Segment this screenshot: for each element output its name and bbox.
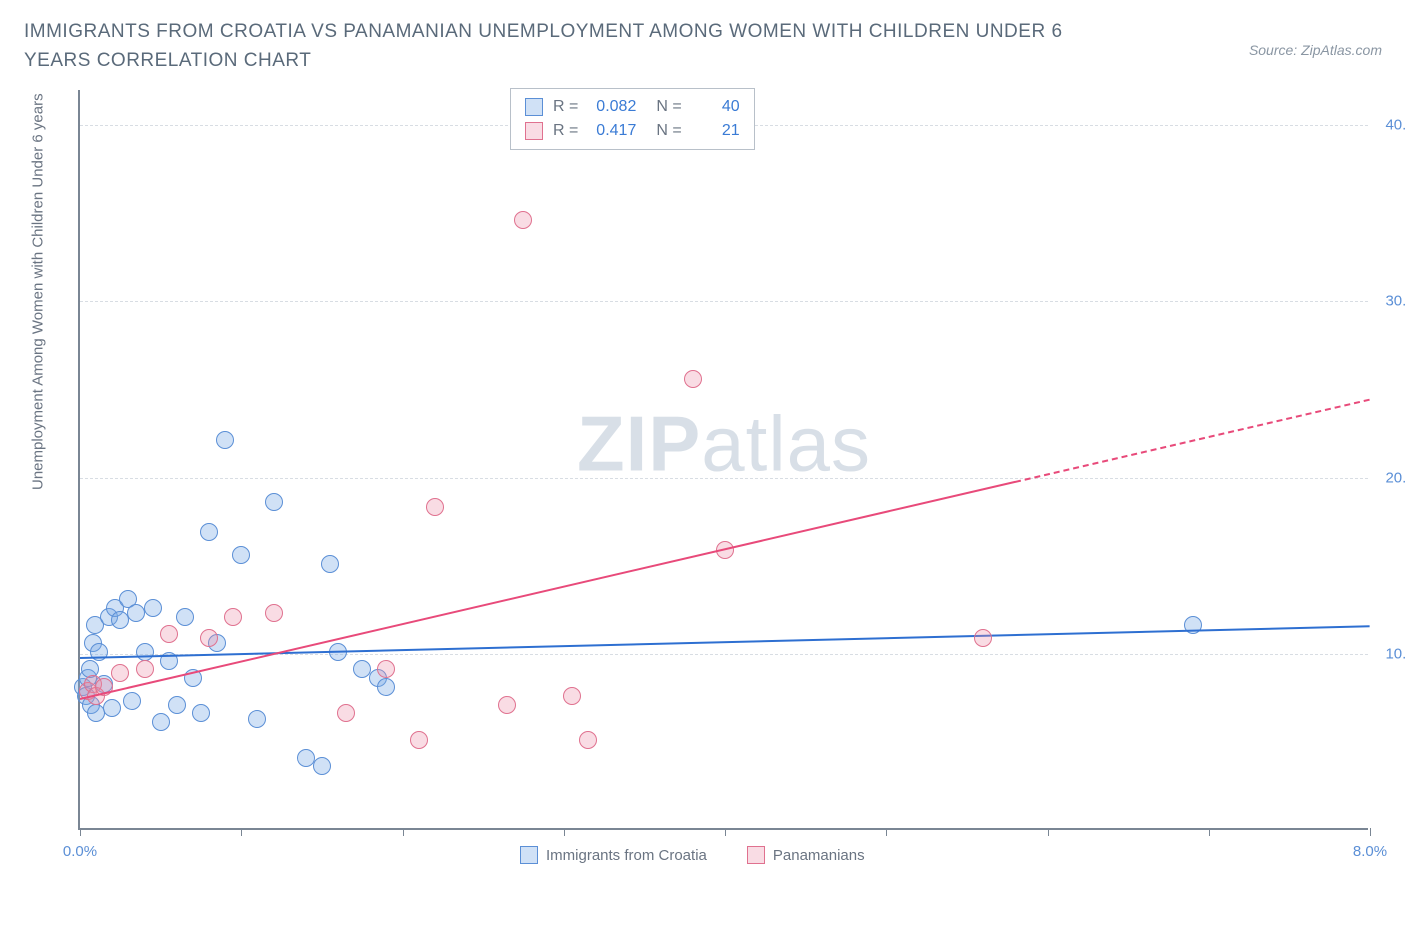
source-label: Source: ZipAtlas.com [1249,42,1382,58]
x-tick [1209,828,1210,836]
scatter-point [123,692,141,710]
r-value: 0.417 [588,119,636,143]
scatter-point [321,555,339,573]
scatter-point [974,629,992,647]
scatter-point [176,608,194,626]
n-value: 40 [692,95,740,119]
x-tick [241,828,242,836]
scatter-point [192,704,210,722]
legend-swatch [525,98,543,116]
y-axis-label: Unemployment Among Women with Children U… [30,93,47,490]
scatter-point [563,687,581,705]
legend-row: R = 0.082 N = 40 [525,95,740,119]
legend-label: Immigrants from Croatia [546,847,707,864]
trend-line [1015,398,1370,482]
scatter-point [232,546,250,564]
r-label: R = [553,119,578,143]
series-legend: Immigrants from Croatia Panamanians [520,846,865,864]
scatter-point [136,643,154,661]
scatter-point [152,713,170,731]
plot-area: ZIPatlas R =0.082N =40R =0.417N =21 Immi… [78,90,1368,830]
x-tick [80,828,81,836]
y-tick-label: 20.0% [1373,469,1406,486]
y-tick-label: 40.0% [1373,117,1406,134]
watermark: ZIPatlas [577,399,871,490]
n-value: 21 [692,119,740,143]
legend-swatch [525,122,543,140]
scatter-point [514,211,532,229]
x-tick [886,828,887,836]
scatter-point [224,608,242,626]
scatter-point [498,696,516,714]
x-tick [1048,828,1049,836]
gridline-h [80,478,1368,479]
scatter-point [377,678,395,696]
scatter-point [168,696,186,714]
legend-item: Immigrants from Croatia [520,846,707,864]
chart-title: IMMIGRANTS FROM CROATIA VS PANAMANIAN UN… [24,18,1124,75]
chart-header: IMMIGRANTS FROM CROATIA VS PANAMANIAN UN… [0,0,1406,83]
x-tick-label: 8.0% [1353,843,1387,860]
scatter-point [579,731,597,749]
x-tick [725,828,726,836]
gridline-h [80,301,1368,302]
watermark-zip: ZIP [577,400,701,488]
y-tick-label: 30.0% [1373,293,1406,310]
legend-swatch [520,846,538,864]
scatter-point [216,431,234,449]
scatter-point [426,498,444,516]
scatter-point [200,523,218,541]
watermark-atlas: atlas [701,400,871,488]
x-tick [564,828,565,836]
scatter-point [160,625,178,643]
x-tick [1370,828,1371,836]
scatter-point [136,660,154,678]
n-label: N = [656,119,681,143]
scatter-point [684,370,702,388]
scatter-point [265,493,283,511]
y-tick-label: 10.0% [1373,645,1406,662]
scatter-point [265,604,283,622]
scatter-point [410,731,428,749]
legend-row: R = 0.417 N = 21 [525,119,740,143]
chart-container: Unemployment Among Women with Children U… [50,90,1380,880]
x-tick [403,828,404,836]
scatter-point [200,629,218,647]
x-tick-label: 0.0% [63,843,97,860]
r-label: R = [553,95,578,119]
scatter-point [313,757,331,775]
trend-line [80,481,1016,700]
legend-swatch [747,846,765,864]
legend-label: Panamanians [773,847,865,864]
r-value: 0.082 [588,95,636,119]
scatter-point [103,699,121,717]
scatter-point [377,660,395,678]
scatter-point [144,599,162,617]
scatter-point [111,664,129,682]
scatter-point [337,704,355,722]
correlation-legend: R = 0.082 N = 40 R = 0.417 N = 21 [510,88,755,150]
scatter-point [248,710,266,728]
legend-item: Panamanians [747,846,865,864]
n-label: N = [656,95,681,119]
